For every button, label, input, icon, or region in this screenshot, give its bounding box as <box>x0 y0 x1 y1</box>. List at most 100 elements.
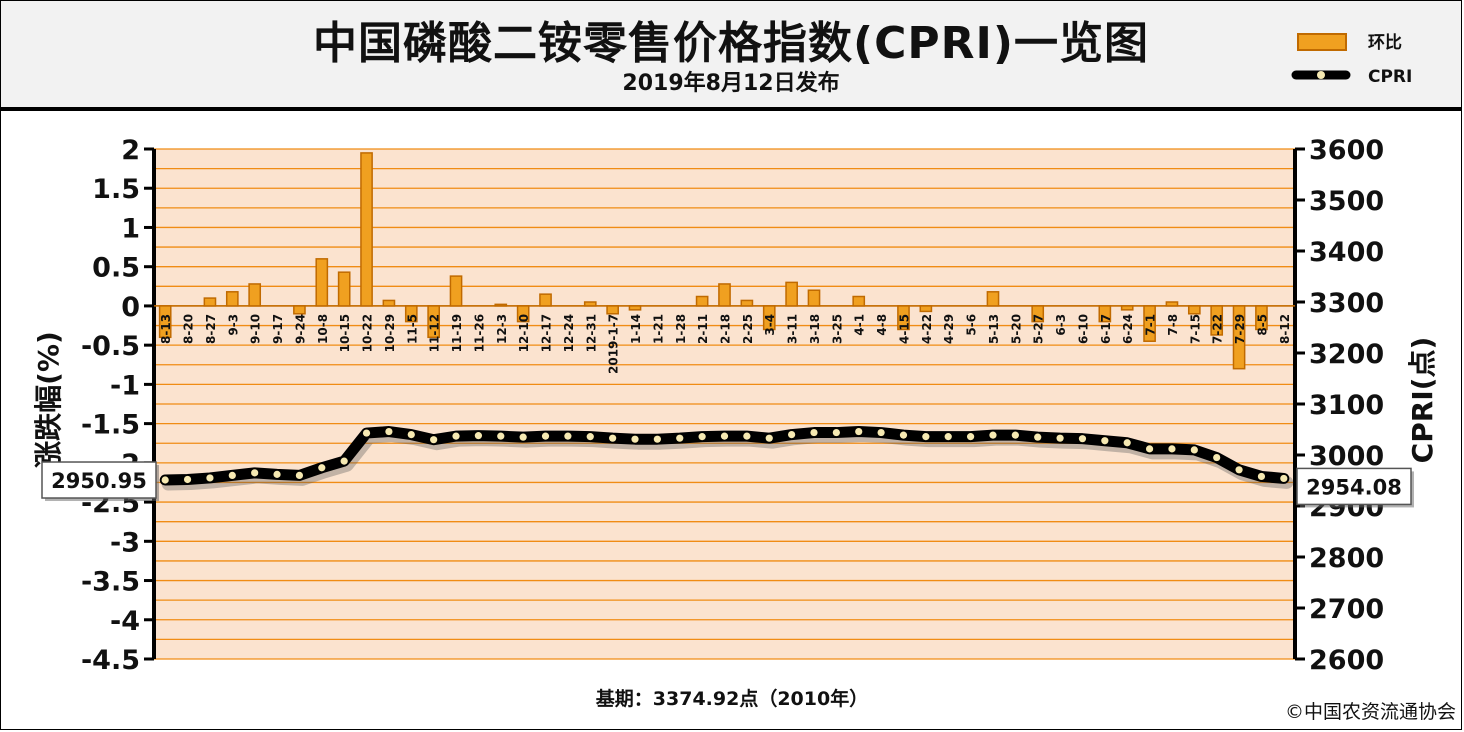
y-left-tick-label: 1 <box>121 213 140 244</box>
x-tick-label: 2-18 <box>719 314 733 344</box>
x-tick-label: 8-13 <box>159 314 173 344</box>
x-tick-label: 2-25 <box>741 314 755 344</box>
x-tick-label: 12-31 <box>584 314 598 352</box>
x-tick-label: 2-11 <box>696 314 710 344</box>
cpri-point <box>966 433 975 441</box>
x-tick-label: 7-1 <box>1144 314 1158 336</box>
x-tick-label: 2019-1-7 <box>607 314 621 374</box>
y-right-tick-label: 3500 <box>1309 186 1384 217</box>
cpri-point <box>1034 433 1042 441</box>
y-left-tick-label: -4.5 <box>81 645 140 676</box>
y-left-axis-title: 涨跌幅(%) <box>32 331 65 469</box>
cpri-point <box>430 436 438 444</box>
y-right-tick-label: 2600 <box>1309 645 1384 676</box>
cpri-point <box>161 476 169 484</box>
y-right-axis-title: CPRI(点) <box>1406 337 1439 464</box>
x-tick-label: 3-4 <box>763 314 777 336</box>
cpri-point <box>340 457 348 465</box>
bar <box>1098 305 1112 323</box>
cpri-point <box>989 431 997 439</box>
end-callout-box <box>1296 467 1412 506</box>
x-tick-label: 4-22 <box>920 314 934 344</box>
x-tick-label: 11-19 <box>450 314 464 352</box>
x-tick-label: 7-15 <box>1188 314 1202 344</box>
x-tick-label: 12-3 <box>495 314 509 344</box>
cpri-point <box>474 432 483 440</box>
bar <box>897 305 910 331</box>
cpri-point <box>541 432 550 440</box>
cpri-point <box>1011 431 1019 439</box>
cpri-point <box>519 433 527 441</box>
cpri-point <box>183 475 192 484</box>
bar <box>158 305 172 339</box>
bar <box>919 305 933 313</box>
cpri-point <box>743 432 751 440</box>
bar <box>718 283 731 307</box>
cpri-point <box>1168 445 1176 453</box>
bar <box>1165 301 1179 307</box>
y-left-tick-label: 2 <box>121 135 140 166</box>
x-tick-label: 3-25 <box>830 314 844 344</box>
chart-subtitle: 2019年8月12日发布 <box>622 71 840 96</box>
cpri-point <box>944 433 952 441</box>
bar <box>248 283 262 307</box>
cpri-point <box>922 433 930 441</box>
cpri-point <box>720 432 729 440</box>
start-callout-box <box>41 461 157 499</box>
cpri-point <box>698 433 706 441</box>
cpri-point <box>295 471 304 479</box>
chart-title: 中国磷酸二铵零售价格指数(CPRI)一览图 <box>312 18 1149 69</box>
bar <box>539 293 552 307</box>
cpri-point <box>609 434 617 442</box>
y-left-tick-label: 0 <box>121 292 140 323</box>
cpri-point <box>497 432 505 440</box>
bar <box>986 291 1000 307</box>
cpri-series <box>159 426 1294 491</box>
cpri-point <box>1213 453 1221 462</box>
bar <box>1120 305 1134 311</box>
x-tick-label: 4-8 <box>875 314 889 336</box>
cpri-point <box>877 428 885 437</box>
cpri-point <box>810 428 818 437</box>
bar <box>583 301 597 307</box>
bar <box>606 305 619 315</box>
cpri-point <box>788 431 796 439</box>
x-tick-label: 11-26 <box>472 314 486 352</box>
cpri-point <box>899 431 908 439</box>
x-tick-label: 6-10 <box>1076 314 1090 344</box>
bar <box>1143 305 1156 342</box>
cpri-point <box>631 435 639 443</box>
x-tick-label: 4-15 <box>897 314 911 344</box>
y-left-tick-label: -1.5 <box>81 410 140 441</box>
bar <box>449 275 463 307</box>
start-callout-label: 2950.95 <box>51 469 147 493</box>
cpri-point <box>1123 439 1131 447</box>
x-tick-label: 10-22 <box>361 314 375 352</box>
header-band: 中国磷酸二铵零售价格指数(CPRI)一览图 2019年8月12日发布 <box>1 1 1461 111</box>
x-tick-label: 6-24 <box>1121 314 1135 344</box>
x-tick-label: 5-20 <box>1009 314 1023 344</box>
cpri-point <box>1101 437 1109 445</box>
y-left-tick-label: -3 <box>110 527 140 558</box>
cpri-point <box>385 427 393 436</box>
cpri-point <box>855 427 863 436</box>
legend: 环比 CPRI <box>1291 32 1412 87</box>
y-right-tick-label: 3000 <box>1309 441 1384 472</box>
x-tick-label: 6-17 <box>1099 314 1113 344</box>
x-tick-label: 4-29 <box>942 314 956 344</box>
x-tick-label: 5-27 <box>1032 314 1046 344</box>
bar <box>360 152 373 307</box>
y-right-tick-label: 2700 <box>1309 594 1384 625</box>
bar <box>628 305 642 311</box>
bar <box>695 295 709 307</box>
cpri-point <box>407 431 415 439</box>
callouts: 2950.95 2954.08 <box>41 461 1414 508</box>
cpri-point <box>273 470 281 478</box>
y-right-tick-label: 3100 <box>1309 390 1384 421</box>
cpri-point <box>251 469 259 477</box>
bar <box>1031 305 1045 323</box>
bar <box>494 303 508 307</box>
bar <box>315 258 329 307</box>
x-tick-label: 5-6 <box>965 314 979 336</box>
y-right-tick-label: 3300 <box>1309 288 1384 319</box>
